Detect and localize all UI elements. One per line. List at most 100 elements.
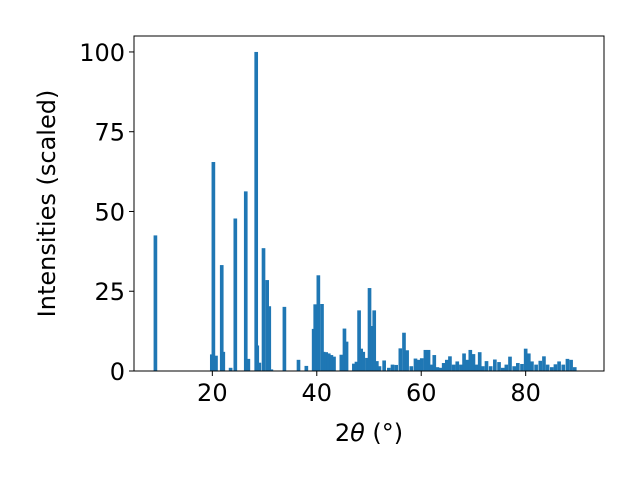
bar [332, 356, 336, 371]
x-axis-label-symbol: θ [350, 419, 365, 447]
bar [512, 366, 517, 371]
x-axis-label-prefix: 2 [335, 419, 350, 447]
bar [423, 349, 428, 371]
bar [416, 359, 421, 371]
bar [359, 348, 363, 371]
y-axis-label: Intensities (scaled) [33, 90, 61, 318]
bar [497, 362, 501, 371]
bars-group [153, 51, 577, 371]
bar [367, 288, 372, 371]
plot-frame [133, 35, 605, 372]
y-axis-ticks: 0 25 50 75 100 [79, 39, 134, 386]
bar [228, 367, 233, 371]
bar [153, 235, 158, 371]
bar [432, 355, 437, 371]
bar [398, 348, 403, 371]
bar [534, 364, 538, 371]
x-axis-label: 2θ (°) [335, 419, 403, 447]
y-tick-label: 0 [110, 358, 125, 386]
bar [320, 304, 324, 371]
bar [344, 341, 349, 371]
bar [304, 365, 309, 371]
bar [481, 366, 485, 371]
bar [426, 349, 431, 371]
bar [474, 364, 479, 371]
bar [387, 367, 391, 371]
bar [520, 363, 524, 371]
bar [448, 356, 452, 371]
x-tick-label: 20 [197, 379, 228, 407]
bar [413, 358, 418, 371]
bar [313, 304, 318, 371]
bar [508, 356, 512, 371]
bar [339, 354, 344, 371]
bar [243, 191, 248, 371]
x-tick-label: 60 [406, 379, 437, 407]
bar [269, 369, 274, 371]
bar [504, 364, 509, 371]
bar [409, 366, 414, 371]
y-tick-label: 75 [94, 119, 125, 147]
bar [542, 356, 546, 371]
x-tick-label: 80 [510, 379, 541, 407]
bar [435, 367, 440, 371]
bar [429, 364, 434, 371]
bar [462, 353, 466, 371]
bar [261, 248, 266, 371]
bar [488, 366, 493, 371]
bar [375, 361, 379, 371]
x-axis-label-suffix: (°) [365, 419, 403, 447]
bar [326, 353, 331, 371]
bar [459, 364, 463, 371]
x-axis-ticks: 20 40 60 80 [197, 371, 541, 407]
bar [538, 360, 543, 371]
bar [265, 280, 269, 371]
bar [572, 367, 577, 371]
y-tick-label: 25 [94, 278, 125, 306]
bar [282, 306, 287, 371]
bar [545, 364, 550, 371]
bar [438, 367, 443, 371]
bar [493, 359, 497, 371]
bar [561, 364, 566, 371]
bar [516, 363, 520, 371]
bar [455, 361, 460, 371]
bar [405, 350, 409, 371]
bar [526, 353, 531, 371]
bar [255, 345, 260, 371]
bar [471, 354, 476, 371]
bar [321, 351, 326, 371]
bar [553, 364, 558, 371]
bar [468, 349, 473, 371]
bar [419, 358, 424, 371]
bar [402, 332, 406, 371]
bar [569, 359, 573, 371]
bar [324, 352, 329, 371]
bar [372, 310, 377, 371]
bar [219, 265, 224, 371]
bar [377, 366, 382, 371]
bar [211, 162, 216, 371]
bar [296, 359, 301, 371]
bar [530, 361, 534, 371]
bar [394, 364, 398, 371]
bar [451, 364, 456, 371]
bar [444, 359, 449, 371]
bar [557, 361, 561, 371]
bar [549, 367, 554, 371]
bar [357, 310, 361, 371]
bar [390, 364, 395, 371]
x-tick-label: 40 [302, 379, 333, 407]
bar [246, 358, 251, 371]
bar [254, 51, 259, 371]
bar [316, 275, 321, 371]
bar [484, 361, 489, 371]
bar [370, 326, 374, 371]
bar [500, 367, 505, 371]
bar [382, 360, 386, 371]
y-tick-label: 100 [79, 39, 125, 67]
bar [465, 359, 470, 371]
bar [565, 358, 570, 371]
bar [342, 328, 347, 371]
